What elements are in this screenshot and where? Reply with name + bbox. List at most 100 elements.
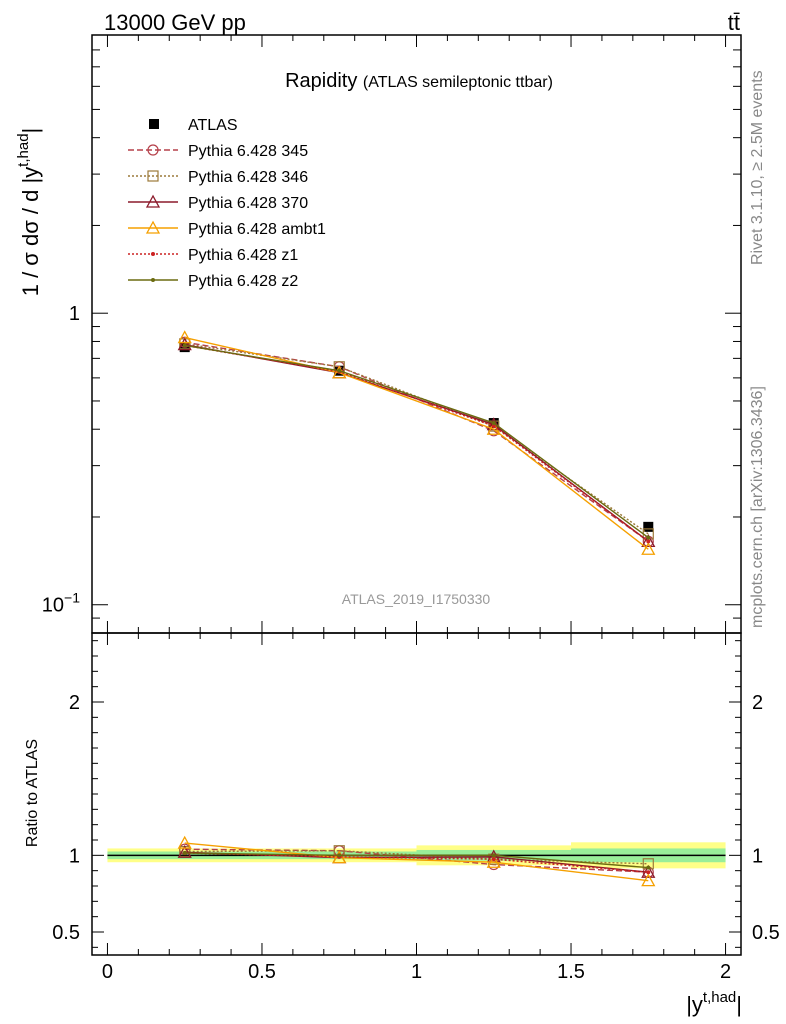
series-line — [184, 343, 649, 535]
rivet-label: Rivet 3.1.10, ≥ 2.5M events — [749, 70, 766, 265]
legend-entry: Pythia 6.428 346 — [128, 169, 308, 186]
legend-label: ATLAS — [188, 117, 238, 134]
series-marker — [491, 424, 496, 429]
process-label: tt̄ — [728, 10, 740, 35]
y-tick-label-base: 10 — [42, 595, 64, 617]
series-marker — [491, 421, 496, 426]
ratio-marker — [182, 851, 187, 856]
legend-marker — [151, 252, 155, 256]
series-marker — [177, 330, 192, 344]
ratio-line — [184, 852, 649, 869]
legend-entry: Pythia 6.428 345 — [128, 143, 308, 160]
legend-entry: Pythia 6.428 ambt1 — [128, 220, 326, 238]
series-line — [184, 341, 649, 542]
x-axis-label-bar: | — [736, 992, 742, 1017]
ratio-marker — [646, 870, 651, 875]
axis-ticks — [92, 34, 741, 955]
legend-label: Pythia 6.428 z1 — [188, 247, 298, 264]
series-marker — [646, 539, 651, 544]
x-tick-label: 0.5 — [248, 961, 276, 983]
legend-marker — [145, 220, 161, 234]
series-marker — [641, 533, 656, 547]
energy-label: 13000 GeV pp — [104, 10, 246, 35]
ratio-marker — [491, 853, 496, 858]
y-tick-label: 10−1 — [42, 590, 80, 617]
series-line — [184, 336, 649, 550]
plot-title: Rapidity (ATLAS semileptonic ttbar) — [285, 70, 553, 92]
main-series — [182, 343, 651, 540]
legend-label: Pythia 6.428 346 — [188, 169, 308, 186]
main-y-axis-label-superscript: t,had — [15, 133, 32, 166]
ratio-marker — [177, 844, 192, 858]
legend-marker — [147, 170, 159, 182]
main-y-axis-label: 1 / σ dσ / d |yt,had| — [15, 128, 43, 297]
ratio-y-tick-label-right: 2 — [752, 692, 763, 714]
ratio-marker — [641, 873, 656, 887]
x-axis-label-superscript: t,had — [703, 989, 736, 1006]
ratio-line — [184, 850, 649, 865]
ratio-marker — [337, 853, 342, 858]
legend-entry: Pythia 6.428 z2 — [128, 273, 298, 290]
x-tick-label: 2 — [720, 961, 731, 983]
legend-label: Pythia 6.428 370 — [188, 195, 308, 212]
legend-marker — [151, 278, 155, 282]
main-y-axis-label-part1: 1 / σ dσ / d |y — [18, 167, 43, 296]
main-series — [182, 343, 651, 544]
x-tick-label: 1 — [411, 961, 422, 983]
legend-marker — [147, 144, 159, 156]
legend-label: Pythia 6.428 345 — [188, 143, 308, 160]
data-point — [643, 521, 654, 532]
plot-title-main: Rapidity — [285, 70, 357, 92]
svg-text:1 / σ dσ / d |yt,had|: 1 / σ dσ / d |yt,had| — [15, 128, 43, 297]
x-axis-label-part1: |y — [686, 992, 703, 1017]
ratio-marker — [177, 835, 192, 849]
main-series — [179, 342, 654, 532]
ratio-y-axis-label-text: Ratio to ATLAS — [24, 739, 41, 847]
main-series — [179, 338, 654, 540]
series-line — [184, 344, 649, 542]
legend-marker — [145, 194, 161, 208]
ratio-line — [184, 842, 649, 882]
rivet-label-text: Rivet 3.1.10, ≥ 2.5M events — [749, 70, 766, 265]
ratio-y-tick-label: 0.5 — [52, 922, 80, 944]
legend-entry: Pythia 6.428 z1 — [128, 247, 298, 264]
analysis-id-label: ATLAS_2019_I1750330 — [342, 591, 491, 607]
source-label-text: mcplots.cern.ch [arXiv:1306.3436] — [749, 386, 766, 628]
ratio-series — [182, 851, 651, 870]
y-tick-label-exponent: −1 — [64, 590, 80, 606]
x-tick-label: 0 — [102, 961, 113, 983]
ratio-y-tick-label-right: 0.5 — [752, 922, 780, 944]
main-series — [177, 337, 656, 547]
x-tick-label: 1.5 — [557, 961, 585, 983]
series-marker — [182, 343, 187, 348]
ratio-marker — [491, 857, 496, 862]
ratio-line — [184, 852, 649, 873]
series-line — [184, 343, 649, 542]
main-series — [177, 330, 656, 555]
plot-subtitle: (ATLAS semileptonic ttbar) — [363, 74, 553, 91]
ratio-y-tick-label-right: 1 — [752, 845, 763, 867]
ratio-y-tick-label: 2 — [69, 692, 80, 714]
series-marker — [337, 368, 342, 373]
legend-entry: Pythia 6.428 370 — [128, 194, 308, 212]
legend-marker — [149, 119, 159, 129]
legend-label: Pythia 6.428 ambt1 — [188, 221, 326, 238]
y-tick-label: 1 — [69, 303, 80, 325]
ratio-plot-frame — [91, 632, 742, 956]
source-label: mcplots.cern.ch [arXiv:1306.3436] — [749, 386, 766, 628]
legend-entry: ATLAS — [149, 117, 238, 134]
ratio-series-group — [177, 835, 656, 887]
series-line — [184, 344, 649, 539]
series-marker — [641, 541, 656, 555]
axis-tick-labels: 0 0.5 1 1.5 2 1 10−1 0.5 0.5 1 1 2 2 — [42, 303, 780, 983]
legend: ATLAS Pythia 6.428 345 Pythia 6.428 346 Pyt… — [128, 117, 326, 290]
ratio-marker — [646, 865, 651, 870]
x-axis-label: |yt,had| — [686, 989, 742, 1017]
series-marker — [177, 337, 192, 351]
legend-label: Pythia 6.428 z2 — [188, 273, 298, 290]
ratio-marker — [486, 854, 501, 868]
ratio-y-tick-label: 1 — [69, 845, 80, 867]
main-series — [179, 336, 654, 547]
ratio-y-axis-label: Ratio to ATLAS — [24, 739, 41, 847]
